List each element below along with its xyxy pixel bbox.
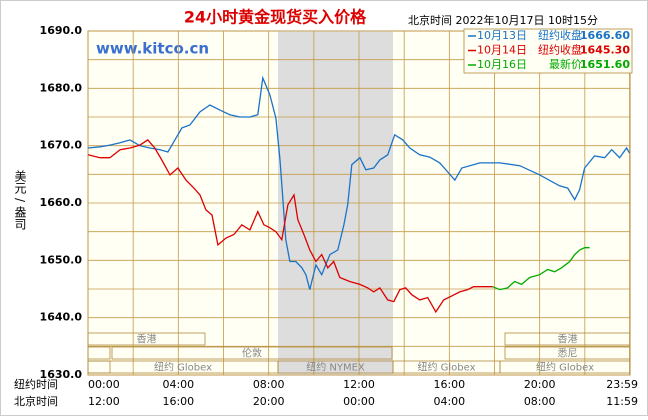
x-tick-label: 16:00 (433, 378, 465, 391)
y-tick-label: 1670.0 (40, 139, 83, 152)
price-line (87, 139, 493, 314)
x-tick-label-beijing: 12:00 (88, 395, 120, 408)
price-line (492, 247, 590, 291)
y-tick-label: 1690.0 (40, 24, 83, 37)
y-tick-label: 1680.0 (40, 81, 83, 94)
session-label: 纽约 NYMEX (306, 361, 365, 374)
legend-label: 最新价 (549, 57, 582, 71)
x-row-label: 纽约时间 (14, 377, 58, 391)
x-row-label: 北京时间 (14, 394, 58, 408)
session-label: 纽约 Globex (417, 361, 475, 374)
session-box (87, 346, 111, 360)
legend-close: 1666.60 (580, 29, 630, 42)
price-line (87, 75, 631, 290)
session-label: 伦敦 (242, 347, 262, 360)
session-box (504, 346, 631, 360)
session-label: 悉尼 (558, 348, 578, 360)
x-tick-label: 23:59 (606, 378, 638, 391)
x-tick-label-beijing: 20:00 (253, 395, 285, 408)
x-tick-label: 12:00 (343, 378, 375, 391)
legend-close: 1645.30 (580, 44, 630, 57)
x-tick-label: 08:00 (253, 378, 285, 391)
legend-name: 10月13日 (477, 29, 527, 42)
y-tick-label: 1650.0 (40, 253, 83, 266)
legend-label: 纽约收盘 (538, 43, 582, 57)
x-tick-label-beijing: 00:00 (343, 395, 375, 408)
x-tick-label: 00:00 (88, 378, 120, 391)
header: 北京时间 2022年10月17日 10时15分 (408, 13, 598, 27)
x-tick-label: 20:00 (524, 378, 556, 391)
x-tick-label-beijing: 08:00 (524, 395, 556, 408)
session-box (87, 332, 206, 346)
session-label: 香港 (558, 334, 578, 346)
y-tick-label: 1640.0 (40, 311, 83, 324)
session-box (504, 332, 631, 346)
legend-label: 纽约收盘 (538, 28, 582, 42)
chart-title: 24小时黄金现货买入价格 (184, 8, 367, 27)
session-label: 纽约 Globex (536, 361, 594, 374)
legend-name: 10月16日 (477, 58, 527, 71)
legend-close: 1651.60 (580, 58, 630, 71)
x-tick-label-beijing: 16:00 (162, 395, 194, 408)
session-box (111, 346, 393, 360)
session-label: 纽约 Globex (154, 361, 212, 374)
x-tick-label-beijing: 04:00 (433, 395, 465, 408)
x-tick-label-beijing: 11:59 (606, 395, 638, 408)
y-axis-label: 美元 / 盎司 (13, 170, 27, 230)
watermark: www.kitco.cn (96, 40, 209, 58)
legend-box (463, 28, 633, 74)
legend-name: 10月14日 (477, 44, 527, 57)
y-tick-label: 1660.0 (40, 196, 83, 209)
session-box (87, 360, 111, 374)
y-tick-label: 1630.0 (40, 368, 83, 381)
session-label: 香港 (137, 334, 157, 346)
x-tick-label: 04:00 (162, 378, 194, 391)
session-box (499, 360, 631, 374)
